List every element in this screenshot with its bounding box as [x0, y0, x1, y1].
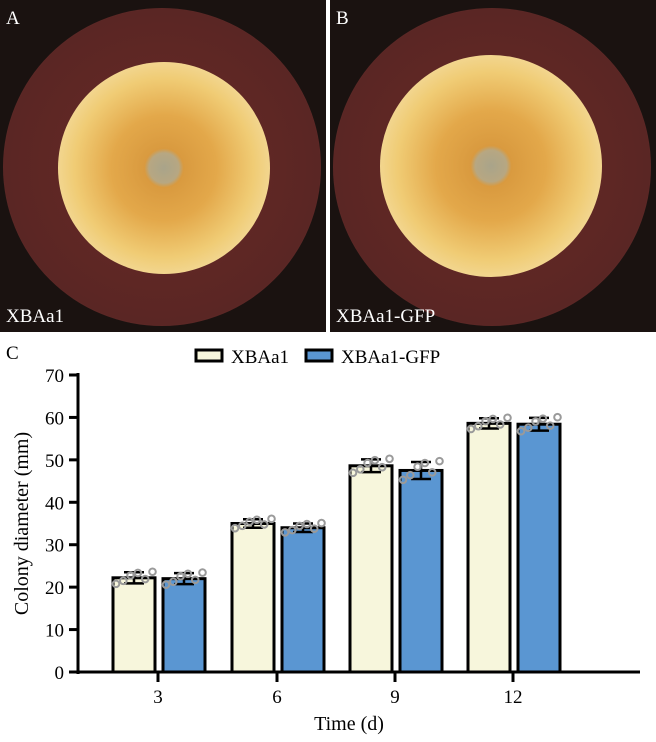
x-tick-label: 3 [153, 687, 163, 708]
data-point [553, 412, 562, 422]
data-point [516, 426, 526, 436]
x-tick-label: 6 [272, 687, 282, 708]
data-point [111, 579, 121, 589]
data-point [245, 517, 254, 526]
data-point [119, 576, 128, 586]
y-tick-label: 40 [45, 493, 64, 514]
data-point [495, 420, 505, 429]
data-point [161, 580, 171, 590]
y-tick-label: 50 [45, 451, 64, 472]
data-point [259, 520, 269, 529]
data-point [176, 571, 185, 581]
panel-letter-c: C [6, 343, 19, 364]
bar [516, 422, 562, 674]
bar [111, 576, 157, 674]
data-point [488, 414, 498, 424]
data-point [545, 421, 555, 430]
data-point [190, 575, 200, 585]
data-point [230, 523, 240, 533]
data-point [420, 458, 430, 468]
data-point [406, 470, 415, 480]
bar [398, 468, 444, 674]
plate-photo-b: B XBAa1-GFP [330, 0, 656, 332]
data-point [503, 413, 512, 423]
panel-label-a: XBAa1 [6, 306, 65, 327]
data-point [288, 525, 297, 535]
y-tick-label: 30 [45, 536, 64, 557]
data-point [356, 464, 365, 474]
data-point [435, 456, 444, 466]
data-point [252, 515, 262, 525]
bar-chart: 0 10 20 30 40 50 60 70 3 6 9 12 XBAa1 XBAa1-GFP Time (… [11, 347, 640, 735]
data-point [474, 421, 483, 431]
y-tick-label: 0 [55, 663, 65, 684]
data-point [126, 571, 135, 580]
x-tick-label: 12 [504, 687, 523, 708]
data-point [524, 423, 533, 433]
data-point [538, 414, 548, 423]
plate-photo-a: A XBAa1 [0, 0, 326, 332]
y-tick-label: 10 [45, 621, 64, 642]
data-point [238, 521, 247, 531]
data-point [377, 462, 387, 472]
data-point [413, 462, 422, 472]
data-point [531, 417, 540, 426]
data-point [280, 528, 290, 537]
data-point [317, 518, 326, 528]
y-tick-label: 60 [45, 408, 64, 429]
data-point [309, 524, 319, 533]
bar [280, 526, 326, 674]
data-point [267, 514, 276, 524]
data-point [295, 521, 304, 531]
x-tick-label: 9 [390, 687, 400, 708]
bar [230, 522, 276, 674]
y-tick-label: 20 [45, 578, 64, 599]
data-point [198, 568, 207, 577]
legend-swatch [194, 348, 224, 363]
panel-letter-b: B [336, 8, 349, 29]
x-axis-label: Time (d) [314, 713, 384, 735]
legend-label: XBAa1-GFP [341, 347, 440, 368]
legend-swatch [304, 348, 334, 363]
data-point [385, 454, 394, 464]
y-axis-label: Colony diameter (mm) [11, 432, 33, 615]
data-point [370, 455, 380, 465]
legend-label: XBAa1 [231, 347, 289, 368]
data-point [466, 424, 476, 434]
data-point [133, 568, 143, 578]
data-point [363, 458, 372, 468]
y-tick-label: 70 [45, 366, 64, 387]
bar [348, 464, 394, 674]
data-point [481, 416, 490, 426]
bar [161, 577, 207, 674]
data-point [427, 468, 437, 477]
data-point [348, 468, 358, 478]
data-point [398, 475, 408, 485]
bar [466, 421, 512, 674]
data-point [183, 569, 193, 579]
panel-letter-a: A [6, 8, 20, 29]
data-point [169, 577, 178, 586]
data-point [148, 567, 157, 577]
data-point [302, 519, 312, 529]
data-point [140, 574, 150, 584]
panel-label-b: XBAa1-GFP [336, 306, 436, 327]
